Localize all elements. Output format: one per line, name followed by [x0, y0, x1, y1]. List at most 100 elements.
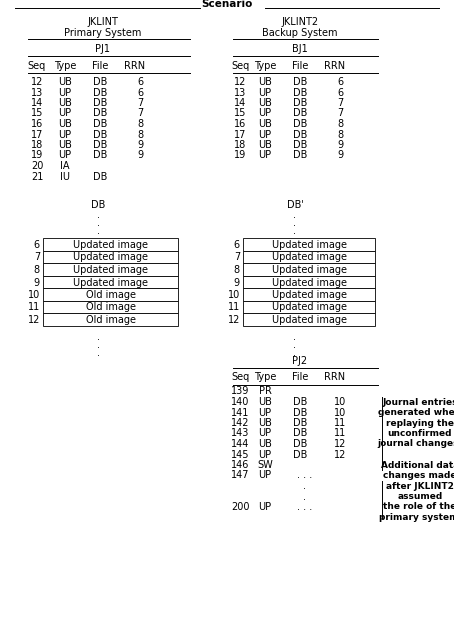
Text: DB: DB [93, 129, 107, 139]
Text: Backup System: Backup System [262, 28, 338, 38]
Text: UB: UB [58, 119, 72, 129]
Text: .: . [304, 481, 306, 491]
Text: Seq: Seq [231, 372, 249, 382]
Text: Old image: Old image [85, 315, 135, 325]
Text: 15: 15 [31, 109, 43, 119]
Text: 10: 10 [334, 397, 346, 407]
Text: 8: 8 [34, 265, 40, 275]
Text: 19: 19 [234, 151, 246, 161]
Text: PJ2: PJ2 [292, 356, 307, 366]
Text: JKLINT: JKLINT [88, 17, 118, 27]
Text: Seq: Seq [231, 61, 249, 71]
Text: DB: DB [293, 119, 307, 129]
Text: 146: 146 [231, 460, 249, 470]
Text: Updated image: Updated image [271, 240, 346, 250]
Text: 16: 16 [31, 119, 43, 129]
Text: UP: UP [258, 129, 271, 139]
Text: Old image: Old image [85, 302, 135, 312]
Text: 17: 17 [234, 129, 246, 139]
Text: Updated image: Updated image [73, 278, 148, 288]
Text: RRN: RRN [124, 61, 146, 71]
Text: 18: 18 [31, 140, 43, 150]
Text: DB: DB [93, 98, 107, 108]
Text: 11: 11 [228, 302, 240, 312]
Text: .: . [293, 210, 296, 220]
Text: 12: 12 [334, 439, 346, 449]
Text: DB: DB [293, 140, 307, 150]
Text: Updated image: Updated image [73, 253, 148, 262]
Text: 200: 200 [231, 502, 249, 512]
Bar [243, 238, 375, 251]
Text: .: . [293, 218, 296, 228]
Text: . . .: . . . [297, 502, 313, 512]
Text: 12: 12 [28, 315, 40, 325]
Text: 12: 12 [234, 77, 246, 87]
Text: UP: UP [258, 502, 271, 512]
Bar [43, 276, 178, 288]
Text: 9: 9 [137, 140, 143, 150]
Text: Additional data
changes made
after JKLINT2
assumed
the role of the
primary syste: Additional data changes made after JKLIN… [379, 461, 454, 522]
Text: 143: 143 [231, 429, 249, 439]
Text: .: . [97, 331, 99, 341]
Text: 6: 6 [234, 240, 240, 250]
Text: .: . [97, 339, 99, 349]
Text: 9: 9 [137, 151, 143, 161]
Text: 144: 144 [231, 439, 249, 449]
Text: DB: DB [91, 200, 105, 210]
Text: File: File [292, 372, 308, 382]
Text: PJ1: PJ1 [95, 44, 110, 54]
Text: 13: 13 [234, 88, 246, 98]
Text: UP: UP [258, 109, 271, 119]
Text: JKLINT2: JKLINT2 [281, 17, 319, 27]
Text: Updated image: Updated image [271, 265, 346, 275]
Text: UB: UB [258, 98, 272, 108]
Text: 147: 147 [231, 471, 249, 481]
Bar [243, 263, 375, 276]
Text: .: . [293, 339, 296, 349]
Bar [43, 238, 178, 251]
Text: DB: DB [93, 77, 107, 87]
Text: Scenario: Scenario [201, 0, 253, 9]
Text: 19: 19 [31, 151, 43, 161]
Text: DB: DB [293, 129, 307, 139]
Text: Updated image: Updated image [271, 302, 346, 312]
Text: DB: DB [93, 171, 107, 181]
Bar [43, 313, 178, 326]
Text: 7: 7 [34, 253, 40, 262]
Text: 11: 11 [334, 418, 346, 428]
Text: UB: UB [258, 119, 272, 129]
Text: DB: DB [293, 429, 307, 439]
Text: DB: DB [293, 151, 307, 161]
Text: UP: UP [59, 88, 72, 98]
Text: File: File [292, 61, 308, 71]
Text: 8: 8 [337, 129, 343, 139]
Bar [243, 288, 375, 301]
Text: 7: 7 [234, 253, 240, 262]
Text: 8: 8 [137, 129, 143, 139]
Text: .: . [97, 348, 99, 358]
Bar [243, 251, 375, 263]
Text: Updated image: Updated image [73, 240, 148, 250]
Text: UB: UB [258, 418, 272, 428]
Text: 20: 20 [31, 161, 43, 171]
Text: Seq: Seq [28, 61, 46, 71]
Text: 16: 16 [234, 119, 246, 129]
Text: 7: 7 [337, 109, 343, 119]
Text: 10: 10 [28, 290, 40, 300]
Bar [43, 288, 178, 301]
Text: .: . [97, 210, 99, 220]
Text: DB: DB [293, 77, 307, 87]
Text: UP: UP [258, 471, 271, 481]
Text: Type: Type [54, 61, 76, 71]
Text: DB: DB [293, 109, 307, 119]
Text: RRN: RRN [325, 372, 345, 382]
Text: 6: 6 [34, 240, 40, 250]
Text: 6: 6 [337, 88, 343, 98]
Text: 8: 8 [337, 119, 343, 129]
Bar [43, 301, 178, 313]
Text: DB': DB' [286, 200, 303, 210]
Text: 9: 9 [337, 151, 343, 161]
Text: UB: UB [58, 140, 72, 150]
Text: 9: 9 [34, 278, 40, 288]
Text: 140: 140 [231, 397, 249, 407]
